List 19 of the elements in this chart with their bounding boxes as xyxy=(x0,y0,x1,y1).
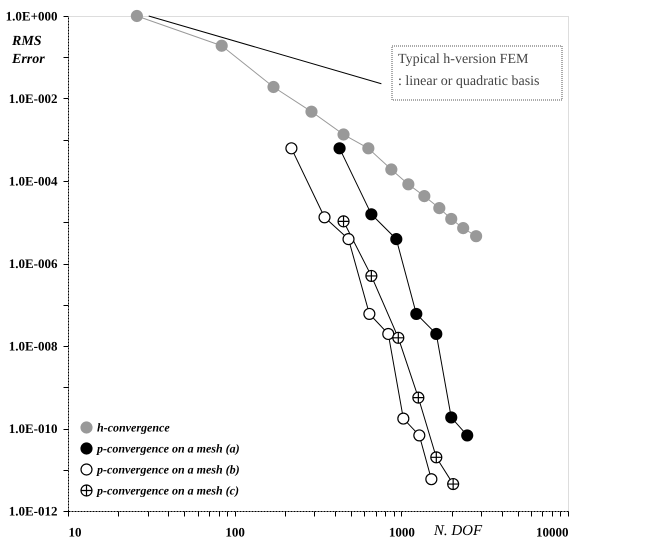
y-tick-label: 1.0E+000 xyxy=(6,8,58,24)
y-tick-label: 1.0E-008 xyxy=(8,338,58,354)
legend-label: p-convergence on a mesh (b) xyxy=(96,462,240,476)
y-tick-label: 1.0E-006 xyxy=(8,256,58,271)
x-tick-label: 10 xyxy=(68,524,82,540)
y-tick-label: 1.0E-012 xyxy=(8,504,58,518)
x-tick-label: 100 xyxy=(225,524,245,540)
y-tick-label: 1.0E-004 xyxy=(8,174,58,188)
annotation: Typical h-version FEM xyxy=(398,52,529,67)
legend-label: p-convergence on a mesh (a) xyxy=(96,442,240,456)
y-axis-title: RMS Error xyxy=(11,34,46,67)
legend-label: h-convergence xyxy=(97,420,170,434)
x-axis-title: N. DOF xyxy=(432,523,483,539)
x-tick-label: 1000 xyxy=(388,524,415,540)
legend-label: p-convergence on a mesh (c) xyxy=(96,484,239,498)
y-tick-label: 1.0E-010 xyxy=(8,421,58,436)
annotation: : linear or quadratic basis xyxy=(398,74,540,89)
x-tick-label: 10000 xyxy=(536,524,568,540)
y-tick-label: 1.0E-002 xyxy=(8,91,58,106)
